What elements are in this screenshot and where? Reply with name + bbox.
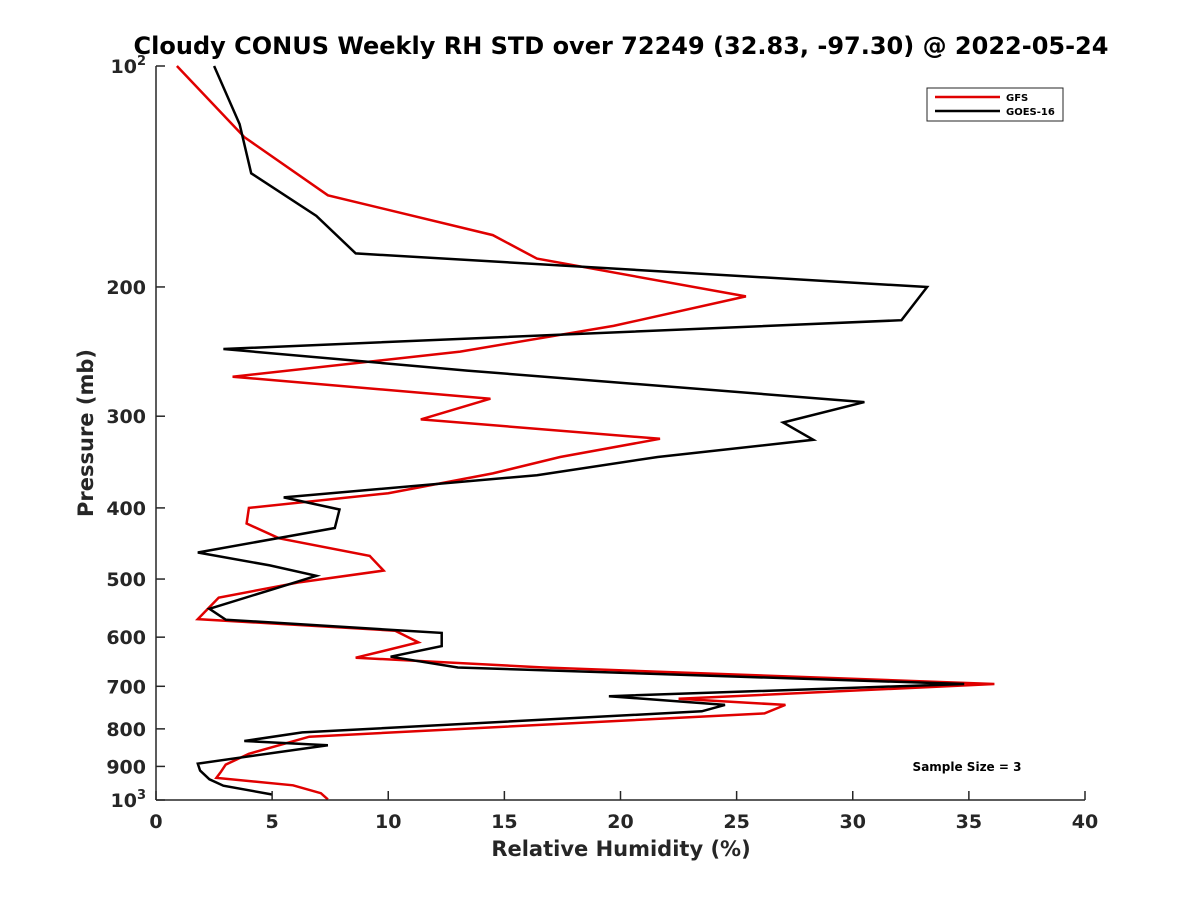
y-axis-label: Pressure (mb)	[74, 349, 98, 517]
y-tick-label: 600	[106, 627, 146, 649]
y-tick-label: 700	[106, 676, 146, 698]
x-tick-label: 20	[607, 811, 633, 833]
x-tick-label: 35	[956, 811, 982, 833]
y-tick-label: 900	[106, 756, 146, 778]
x-tick-label: 40	[1072, 811, 1098, 833]
legend-box	[926, 87, 1064, 122]
sample-size-annotation: Sample Size = 3	[913, 760, 1022, 774]
x-tick-label: 30	[840, 811, 866, 833]
x-tick-label: 10	[375, 811, 401, 833]
plot-area	[156, 66, 1085, 800]
y-tick-label: 102	[111, 54, 147, 78]
legend: GFS GOES-16	[926, 87, 1064, 122]
y-tick-label: 103	[111, 788, 147, 812]
series-lines	[175, 65, 995, 801]
y-tick-label: 300	[106, 406, 146, 428]
x-tick-label: 5	[266, 811, 279, 833]
y-axis-ticks: 102 200 300 400 500 600 700 800 900 103	[106, 54, 165, 812]
x-axis-ticks: 0 5 10 15 20 25 30 35 40	[149, 791, 1098, 833]
x-tick-label: 15	[491, 811, 517, 833]
legend-label-goes16: GOES-16	[1006, 107, 1055, 118]
y-tick-label: 400	[106, 498, 146, 520]
x-axis-label: Relative Humidity (%)	[491, 837, 750, 861]
y-tick-label: 800	[106, 719, 146, 741]
y-tick-label: 500	[106, 569, 146, 591]
x-tick-label: 0	[149, 811, 162, 833]
series-line-goes16	[196, 65, 965, 796]
legend-label-gfs: GFS	[1006, 93, 1028, 104]
x-tick-label: 25	[723, 811, 749, 833]
y-tick-label: 200	[106, 277, 146, 299]
chart-title: Cloudy CONUS Weekly RH STD over 72249 (3…	[134, 32, 1109, 60]
